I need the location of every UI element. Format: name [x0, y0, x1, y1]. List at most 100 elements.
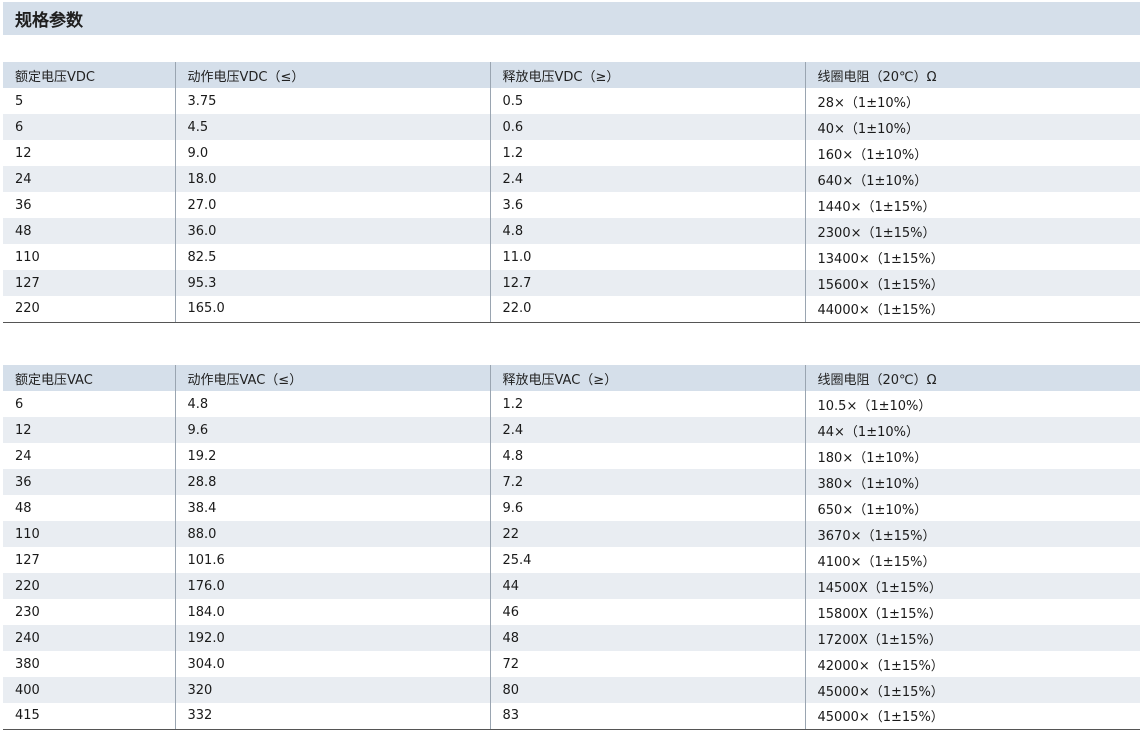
dc-spec-table: 额定电压VDC 动作电压VDC（≤） 释放电压VDC（≥） 线圈电阻（20℃）Ω… — [3, 62, 1140, 323]
rated-voltage-cell: 110 — [3, 521, 176, 547]
release-voltage-cell: 2.4 — [490, 166, 806, 192]
table-row: 110 82.5 11.0 13400×（1±15%） — [3, 244, 1140, 270]
table-header-row: 额定电压VDC 动作电压VDC（≤） 释放电压VDC（≥） 线圈电阻（20℃）Ω — [3, 62, 1140, 88]
rated-voltage-cell: 6 — [3, 391, 176, 417]
release-voltage-cell: 4.8 — [490, 218, 806, 244]
rated-voltage-cell: 380 — [3, 651, 176, 677]
rated-voltage-cell: 240 — [3, 625, 176, 651]
ac-spec-table: 额定电压VAC 动作电压VAC（≤） 释放电压VAC（≥） 线圈电阻（20℃）Ω… — [3, 365, 1140, 730]
operate-voltage-cell: 4.8 — [175, 391, 491, 417]
operate-voltage-cell: 192.0 — [175, 625, 491, 651]
release-voltage-cell: 3.6 — [490, 192, 806, 218]
release-voltage-cell: 83 — [490, 703, 806, 730]
coil-resistance-cell: 42000×（1±15%） — [817, 658, 944, 674]
operate-voltage-cell: 165.0 — [175, 296, 491, 323]
coil-resistance-cell: 44000×（1±15%） — [805, 296, 1140, 323]
operate-voltage-cell: 28.8 — [175, 469, 491, 495]
table-row: 240 192.0 48 17200X（1±15%） — [3, 625, 1140, 651]
coil-resistance-cell: 640×（1±10%） — [805, 166, 1140, 192]
column-header-release-voltage: 释放电压VAC（≥） — [490, 365, 806, 391]
coil-resistance-cell: 17200X（1±15%） — [805, 625, 1140, 651]
table-row: 220 176.0 44 14500X（1±15%） — [3, 573, 1140, 599]
table-header-row: 额定电压VAC 动作电压VAC（≤） 释放电压VAC（≥） 线圈电阻（20℃）Ω — [3, 365, 1140, 391]
operate-voltage-cell: 95.3 — [175, 270, 491, 296]
rated-voltage-cell: 6 — [3, 114, 176, 140]
release-voltage-cell: 48 — [490, 625, 806, 651]
rated-voltage-cell: 127 — [3, 270, 176, 296]
release-voltage-cell: 7.2 — [490, 469, 806, 495]
coil-resistance-cell: 44×（1±10%） — [805, 417, 1140, 443]
table-row: 6 4.8 1.2 10.5×（1±10%） — [3, 391, 1140, 417]
release-voltage-cell: 72 — [490, 651, 806, 677]
coil-resistance-cell: 1440×（1±15%） — [817, 199, 936, 215]
coil-resistance-cell: 650×（1±10%） — [817, 502, 928, 518]
rated-voltage-cell: 24 — [3, 443, 176, 469]
rated-voltage-cell: 48 — [3, 218, 176, 244]
operate-voltage-cell: 320 — [175, 677, 491, 703]
operate-voltage-cell: 19.2 — [175, 443, 491, 469]
release-voltage-cell: 4.8 — [490, 443, 806, 469]
release-voltage-cell: 0.5 — [490, 88, 806, 114]
rated-voltage-cell: 12 — [3, 140, 176, 166]
coil-resistance-cell: 2300×（1±15%） — [805, 218, 1140, 244]
table-row: 48 38.4 9.6 650×（1±10%） — [3, 495, 1140, 521]
release-voltage-cell: 22.0 — [490, 296, 806, 323]
table-row: 24 18.0 2.4 640×（1±10%） — [3, 166, 1140, 192]
operate-voltage-cell: 18.0 — [175, 166, 491, 192]
release-voltage-cell: 1.2 — [490, 140, 806, 166]
release-voltage-cell: 2.4 — [490, 417, 806, 443]
operate-voltage-cell: 332 — [175, 703, 491, 730]
column-header-rated-voltage: 额定电压VAC — [3, 365, 176, 391]
release-voltage-cell: 22 — [490, 521, 806, 547]
table-row: 110 88.0 22 3670×（1±15%） — [3, 521, 1140, 547]
coil-resistance-cell: 10.5×（1±10%） — [817, 398, 932, 414]
rated-voltage-cell: 400 — [3, 677, 176, 703]
operate-voltage-cell: 82.5 — [175, 244, 491, 270]
operate-voltage-cell: 4.5 — [175, 114, 491, 140]
operate-voltage-cell: 36.0 — [175, 218, 491, 244]
table-row: 220 165.0 22.0 44000×（1±15%） — [3, 296, 1140, 323]
coil-resistance-cell: 45000×（1±15%） — [805, 677, 1140, 703]
operate-voltage-cell: 101.6 — [175, 547, 491, 573]
coil-resistance-cell: 160×（1±10%） — [817, 147, 928, 163]
table-row: 48 36.0 4.8 2300×（1±15%） — [3, 218, 1140, 244]
rated-voltage-cell: 220 — [3, 296, 176, 323]
rated-voltage-cell: 24 — [3, 166, 176, 192]
table-row: 230 184.0 46 15800X（1±15%） — [3, 599, 1140, 625]
table-row: 400 320 80 45000×（1±15%） — [3, 677, 1140, 703]
rated-voltage-cell: 110 — [3, 244, 176, 270]
table-row: 6 4.5 0.6 40×（1±10%） — [3, 114, 1140, 140]
coil-resistance-cell: 13400×（1±15%） — [817, 251, 944, 267]
coil-resistance-cell: 14500X（1±15%） — [805, 573, 1140, 599]
rated-voltage-cell: 415 — [3, 703, 176, 730]
operate-voltage-cell: 176.0 — [175, 573, 491, 599]
operate-voltage-cell: 184.0 — [175, 599, 491, 625]
table-row: 5 3.75 0.5 28×（1±10%） — [3, 88, 1140, 114]
rated-voltage-cell: 230 — [3, 599, 176, 625]
coil-resistance-cell: 180×（1±10%） — [817, 450, 928, 466]
release-voltage-cell: 0.6 — [490, 114, 806, 140]
release-voltage-cell: 80 — [490, 677, 806, 703]
release-voltage-cell: 11.0 — [490, 244, 806, 270]
table-row: 415 332 83 45000×（1±15%） — [3, 703, 1140, 730]
rated-voltage-cell: 220 — [3, 573, 176, 599]
rated-voltage-cell: 127 — [3, 547, 176, 573]
rated-voltage-cell: 48 — [3, 495, 176, 521]
table-row: 127 95.3 12.7 15600×（1±15%） — [3, 270, 1140, 296]
table-row: 24 19.2 4.8 180×（1±10%） — [3, 443, 1140, 469]
rated-voltage-cell: 36 — [3, 192, 176, 218]
table-row: 127 101.6 25.4 4100×（1±15%） — [3, 547, 1140, 573]
coil-resistance-cell: 380×（1±10%） — [805, 469, 1140, 495]
rated-voltage-cell: 36 — [3, 469, 176, 495]
operate-voltage-cell: 9.6 — [175, 417, 491, 443]
column-header-operate-voltage: 动作电压VDC（≤） — [175, 62, 491, 88]
table-row: 36 27.0 3.6 1440×（1±15%） — [3, 192, 1140, 218]
operate-voltage-cell: 38.4 — [175, 495, 491, 521]
table-row: 12 9.0 1.2 160×（1±10%） — [3, 140, 1140, 166]
coil-resistance-cell: 15800X（1±15%） — [817, 606, 942, 622]
release-voltage-cell: 1.2 — [490, 391, 806, 417]
release-voltage-cell: 12.7 — [490, 270, 806, 296]
table-row: 12 9.6 2.4 44×（1±10%） — [3, 417, 1140, 443]
coil-resistance-cell: 45000×（1±15%） — [805, 703, 1140, 730]
column-header-release-voltage: 释放电压VDC（≥） — [490, 62, 806, 88]
